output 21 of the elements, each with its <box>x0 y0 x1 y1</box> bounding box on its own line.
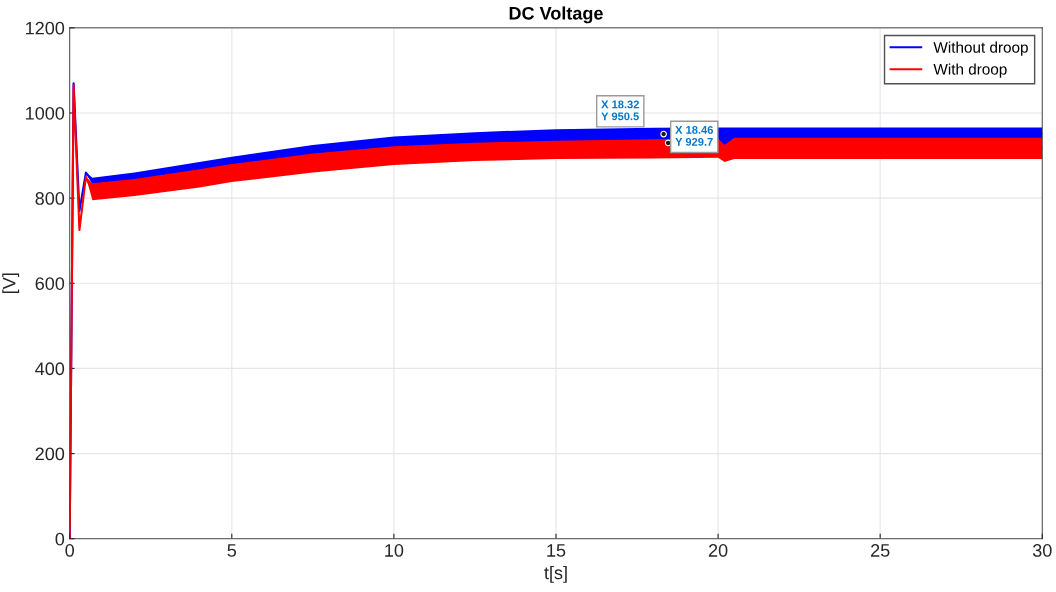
chart-title: DC Voltage <box>509 6 603 24</box>
x-axis-title: t[s] <box>544 565 567 583</box>
y-tick-label: 400 <box>35 362 65 376</box>
x-tick-label: 10 <box>385 544 404 557</box>
legend-label: With droop <box>933 63 1007 78</box>
x-tick-label: 30 <box>1032 544 1052 557</box>
x-tick-label: 15 <box>547 544 566 557</box>
x-tick-label: 0 <box>65 544 75 557</box>
y-tick-label: 600 <box>35 277 65 290</box>
y-tick-label: 0 <box>55 532 65 546</box>
y-axis-title: [V] <box>2 273 20 294</box>
y-tick-label: 1200 <box>26 21 65 35</box>
y-tick-label: 800 <box>35 192 65 205</box>
legend-label: Without droop <box>933 41 1028 56</box>
x-tick-label: 5 <box>227 544 237 557</box>
annotation: X 18.46 Y 929.7 <box>675 125 713 146</box>
y-tick-label: 200 <box>35 447 65 461</box>
x-tick-label: 20 <box>708 544 728 557</box>
y-tick-label: 1000 <box>26 106 65 120</box>
x-tick-label: 25 <box>871 544 890 557</box>
annotation: X 18.32 Y 950.5 <box>601 100 639 121</box>
